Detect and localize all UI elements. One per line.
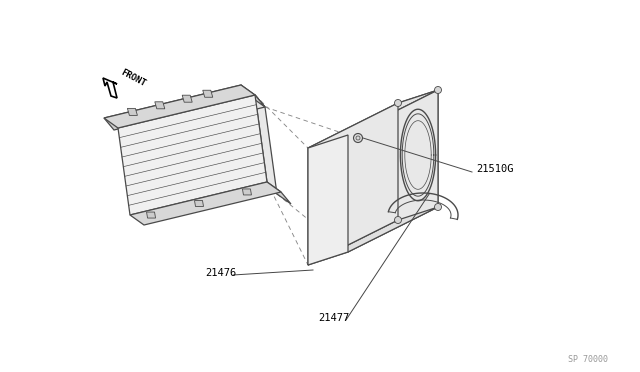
- Circle shape: [394, 217, 401, 224]
- Circle shape: [435, 203, 442, 211]
- Polygon shape: [308, 103, 398, 265]
- Polygon shape: [398, 90, 438, 220]
- Circle shape: [435, 87, 442, 93]
- Polygon shape: [130, 182, 281, 225]
- Text: SP 70000: SP 70000: [568, 355, 608, 364]
- Circle shape: [353, 134, 362, 142]
- Polygon shape: [155, 102, 165, 109]
- Text: 21477: 21477: [318, 313, 349, 323]
- Circle shape: [394, 99, 401, 106]
- Polygon shape: [348, 90, 438, 252]
- Polygon shape: [104, 85, 251, 130]
- Polygon shape: [243, 189, 252, 195]
- Polygon shape: [182, 95, 192, 102]
- Polygon shape: [118, 95, 265, 140]
- Polygon shape: [308, 135, 348, 265]
- Polygon shape: [267, 182, 291, 204]
- Polygon shape: [104, 85, 255, 128]
- Polygon shape: [147, 212, 156, 218]
- Polygon shape: [203, 90, 212, 97]
- Polygon shape: [195, 201, 204, 206]
- Polygon shape: [118, 95, 267, 215]
- Polygon shape: [241, 85, 265, 107]
- Polygon shape: [127, 108, 138, 115]
- Polygon shape: [255, 95, 277, 194]
- Text: 21510G: 21510G: [476, 164, 513, 174]
- Text: 21476: 21476: [205, 268, 236, 278]
- Polygon shape: [308, 207, 438, 265]
- Polygon shape: [308, 90, 438, 148]
- Text: FRONT: FRONT: [119, 67, 147, 88]
